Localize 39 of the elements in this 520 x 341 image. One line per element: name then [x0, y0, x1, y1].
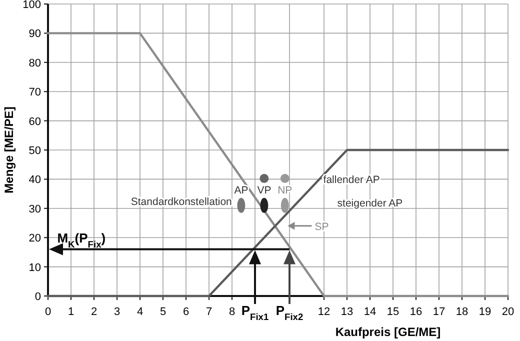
y-tick-label: 0	[34, 291, 41, 303]
x-tick-label: 14	[364, 306, 376, 318]
x-tick-label: P$_{Fix1}$	[241, 303, 269, 322]
annotation: steigender AP	[337, 198, 403, 210]
annotation: AP	[234, 184, 248, 196]
x-tick-label: 18	[456, 306, 468, 318]
x-tick-label: 8	[228, 306, 236, 318]
y-tick-label: 10	[28, 262, 41, 274]
x-tick-label: 20	[502, 306, 514, 318]
y-tick-label: 40	[28, 174, 41, 186]
x-tick-label: P$_{Fix2}$	[276, 303, 304, 322]
y-tick-label: 60	[28, 116, 41, 128]
y-tick-label: 20	[28, 232, 41, 245]
x-tick-label: 1	[68, 306, 74, 318]
x-tick-label: 2	[90, 306, 98, 318]
annotation: Standardkonstellation	[130, 196, 232, 208]
x-axis-title: Kaufpreis [GE/ME]	[335, 325, 441, 339]
annotation: fallender AP	[323, 174, 380, 186]
annotation: M$_{K}$(P$_{Fix}$)	[57, 230, 106, 250]
x-tick-label: 7	[206, 306, 212, 318]
x-tick-label: 5	[160, 306, 166, 318]
x-tick-label: 13	[340, 306, 354, 318]
y-tick-label: 80	[28, 57, 41, 70]
x-tick-label: 0	[44, 306, 52, 318]
annotation: VP	[257, 184, 272, 196]
y-tick-label: 70	[28, 86, 41, 99]
x-tick-label: 6	[182, 306, 190, 318]
y-axis-title: Menge [ME/PE]	[2, 106, 16, 194]
x-tick-label: 4	[136, 306, 144, 318]
x-tick-label: 12	[318, 306, 330, 318]
x-tick-label: 15	[386, 306, 400, 318]
x-tick-label: 3	[114, 306, 120, 318]
y-tick-label: 50	[28, 145, 41, 157]
y-tick-label: 90	[28, 28, 41, 40]
x-tick-label: 19	[478, 306, 492, 318]
y-tick-label: 100	[22, 0, 41, 11]
x-tick-label: 16	[410, 306, 422, 318]
y-tick-label: 30	[28, 203, 41, 216]
x-tick-label: 17	[432, 306, 446, 318]
